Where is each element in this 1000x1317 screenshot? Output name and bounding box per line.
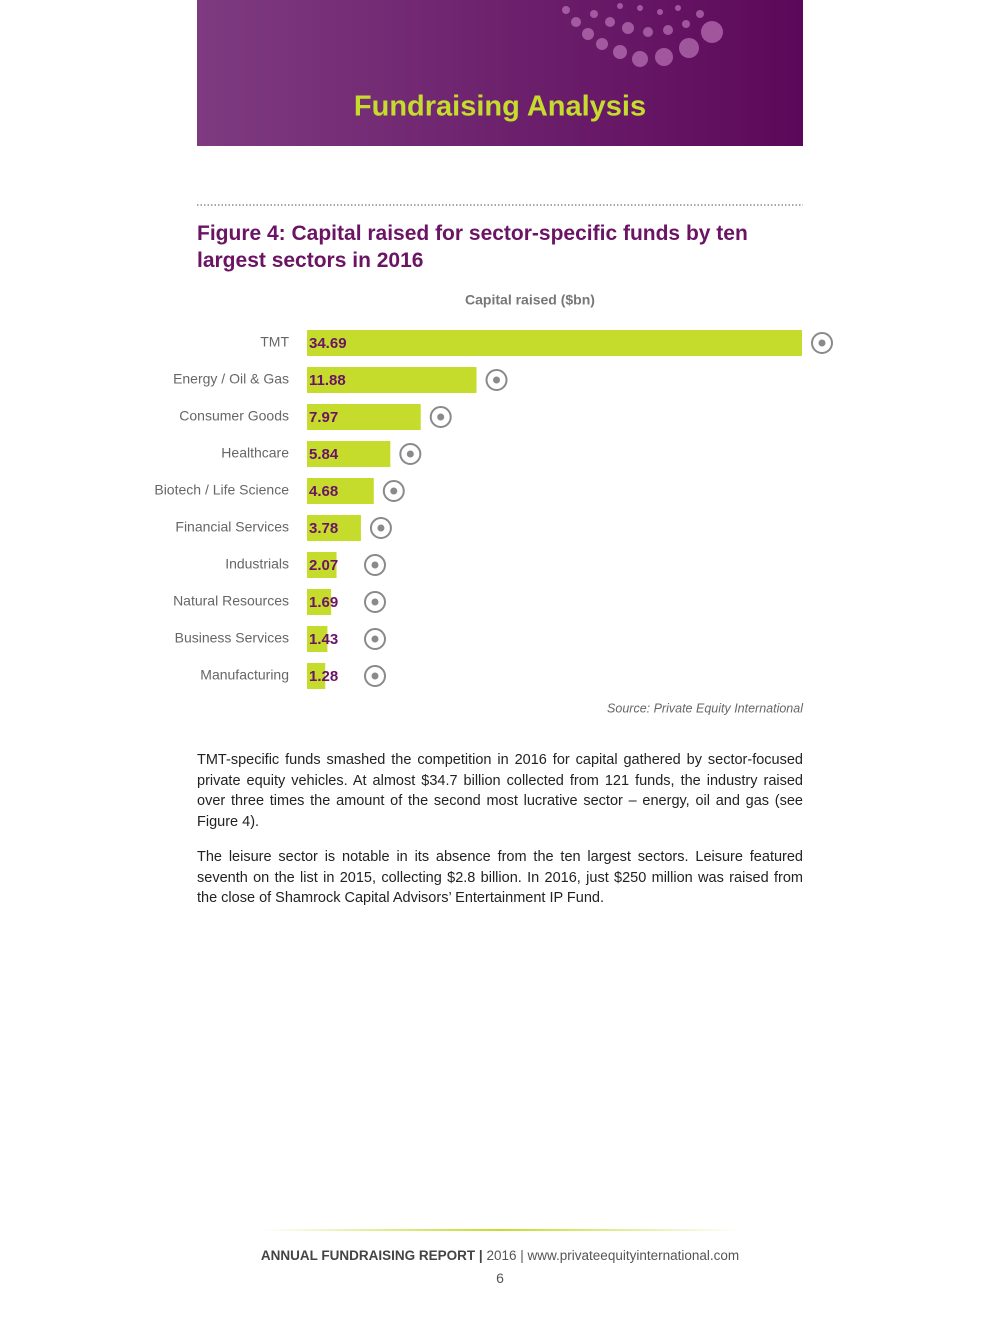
value-label: 7.97: [309, 409, 338, 426]
footer: ANNUAL FUNDRAISING REPORT | 2016 | www.p…: [0, 1248, 1000, 1263]
header-band: [197, 0, 803, 146]
category-label: Natural Resources: [173, 593, 289, 609]
icon-shape: [399, 443, 422, 465]
source: Source: Private Equity International: [607, 701, 804, 715]
sector-icon: [364, 591, 386, 613]
figure-title: Figure 4: Capital raised for sector-spec…: [197, 222, 748, 272]
category-label: Financial Services: [175, 519, 289, 535]
paragraph: The leisure sector is notable in its abs…: [197, 849, 803, 906]
icon-shape: [371, 672, 379, 680]
paragraph: TMT-specific funds smashed the competiti…: [197, 752, 803, 830]
sector-icon: [369, 517, 392, 539]
icon-shape: [377, 524, 385, 532]
bar: [307, 589, 332, 615]
category-label: Industrials: [225, 556, 289, 572]
report-name: ANNUAL FUNDRAISING REPORT: [260, 1248, 476, 1263]
sector-icon: [364, 665, 386, 687]
bar: [307, 552, 337, 578]
value-label: 2.07: [309, 557, 338, 574]
category-label: Energy / Oil & Gas: [173, 371, 289, 387]
icon-shape: [437, 413, 445, 421]
sector-icon: [399, 443, 422, 465]
category-label: Manufacturing: [200, 667, 289, 683]
axis-label: Capital raised ($bn): [465, 292, 595, 308]
category-label: Biotech / Life Science: [154, 482, 289, 498]
sector-icon: [382, 480, 405, 502]
value-label: 34.69: [309, 335, 347, 352]
page-number: 6: [496, 1270, 504, 1286]
category-label: TMT: [260, 334, 289, 350]
bar: [307, 515, 361, 541]
value-label: 5.84: [309, 446, 339, 463]
icon-shape: [364, 665, 386, 687]
icon-shape: [811, 332, 833, 354]
year: 2016: [486, 1248, 517, 1263]
icon-shape: [371, 561, 379, 569]
bar: [307, 478, 374, 504]
separator: |: [478, 1248, 483, 1263]
value-label: 11.88: [309, 372, 346, 389]
icon-shape: [371, 635, 379, 643]
bar: [307, 441, 391, 467]
sector-icon: [485, 369, 508, 391]
bar-chart: TMT 34.69 Energy / Oil & Gas 11.88 Consumer …: [154, 330, 833, 689]
bar: [307, 367, 477, 393]
icon-shape: [364, 554, 386, 576]
sector-icon: [364, 554, 386, 576]
icon-shape: [369, 517, 392, 539]
header-title: Fundraising Analysis: [354, 91, 646, 123]
bar: [307, 404, 421, 430]
icon-shape: [429, 406, 452, 428]
icon-shape: [382, 480, 405, 502]
value-label: 1.69: [309, 594, 338, 611]
icon-shape: [364, 591, 386, 613]
icon-shape: [493, 376, 501, 384]
url: www.privateequityinternational.com: [527, 1248, 740, 1263]
icon-shape: [818, 339, 826, 347]
footer-rule: [260, 1229, 740, 1231]
value-label: 4.68: [309, 483, 338, 500]
sector-icon: [429, 406, 452, 428]
bar: [307, 663, 326, 689]
bar: [307, 626, 328, 652]
icon-shape: [364, 628, 386, 650]
value-label: 1.28: [309, 668, 338, 685]
sector-icon: [364, 628, 386, 650]
value-label: 3.78: [309, 520, 338, 537]
icon-shape: [390, 487, 398, 495]
icon-shape: [371, 598, 379, 606]
category-label: Consumer Goods: [179, 408, 289, 424]
icon-shape: [406, 450, 414, 458]
bar: [307, 330, 802, 356]
value-label: 1.43: [309, 631, 338, 648]
header-dots: [562, 3, 723, 67]
category-label: Healthcare: [221, 445, 289, 461]
separator: |: [520, 1248, 524, 1263]
sector-icon: [811, 332, 833, 354]
icon-shape: [485, 369, 508, 391]
category-label: Business Services: [175, 630, 289, 646]
